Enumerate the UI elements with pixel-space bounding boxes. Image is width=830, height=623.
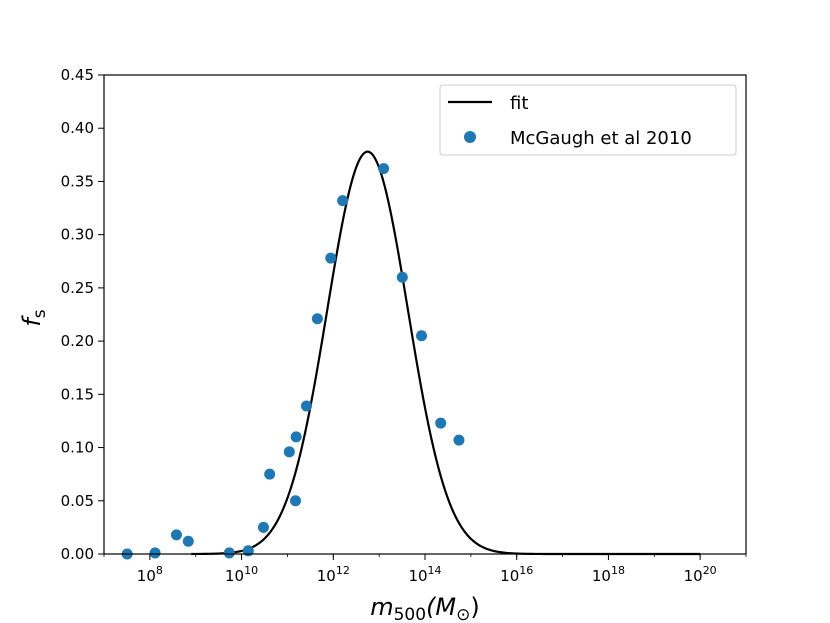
x-axis-label: m500(M⊙): [370, 593, 480, 623]
x-tick-label-exponent: 12: [336, 564, 350, 577]
legend-fit-label: fit: [510, 93, 528, 114]
data-point: [290, 431, 302, 443]
plot-frame: [103, 74, 747, 555]
x-tick-label-base: 10: [684, 567, 703, 585]
data-point: [170, 529, 182, 541]
x-tick-label-base: 10: [500, 567, 519, 585]
x-tick-label-exponent: 20: [703, 564, 717, 577]
y-tick-label: 0.15: [61, 385, 94, 403]
data-point: [283, 446, 295, 458]
y-tick-label: 0.40: [61, 119, 94, 137]
y-tick-label: 0.05: [61, 492, 94, 510]
x-axis-label-unit-open: (M: [426, 593, 456, 621]
data-point: [416, 330, 428, 342]
x-tick-label-exponent: 10: [244, 564, 258, 577]
legend-box: [439, 84, 737, 156]
y-tick-label: 0.10: [61, 439, 94, 457]
y-tick-label: 0.45: [61, 66, 94, 84]
data-point: [396, 271, 408, 283]
y-tick-label: 0.00: [61, 545, 94, 563]
y-tick-label: 0.20: [61, 332, 94, 350]
data-point: [149, 547, 161, 559]
x-tick-label: 1012: [317, 564, 350, 585]
data-point: [435, 417, 447, 429]
x-tick-label: 1020: [684, 564, 717, 585]
x-tick-label-exponent: 8: [156, 564, 163, 577]
x-tick-label-base: 10: [592, 567, 611, 585]
x-tick-label-exponent: 16: [519, 564, 533, 577]
x-tick-label-base: 10: [408, 567, 427, 585]
y-tick-label: 0.25: [61, 279, 94, 297]
x-tick-label-exponent: 18: [611, 564, 625, 577]
x-tick-label: 108: [137, 564, 163, 585]
legend: fit McGaugh et al 2010: [439, 84, 737, 156]
y-axis-label-subscript: s: [30, 309, 50, 318]
x-axis-label-unit-close: ): [470, 593, 479, 621]
data-point: [257, 521, 269, 533]
x-axis-label-subscript: 500: [394, 605, 426, 623]
data-point: [290, 495, 302, 507]
x-axis-label-unit-sub: ⊙: [456, 605, 470, 623]
data-point: [311, 313, 323, 325]
data-point: [378, 163, 390, 175]
x-axis-ticks: 108 1010 1012 1014 1016 1018 1020: [103, 554, 747, 585]
x-tick-label-exponent: 14: [428, 564, 442, 577]
data-point: [300, 400, 312, 412]
y-tick-label: 0.30: [61, 226, 94, 244]
x-tick-label: 1014: [408, 564, 441, 585]
legend-scatter-swatch: [464, 131, 476, 143]
x-tick-label: 1018: [592, 564, 625, 585]
data-point: [264, 468, 276, 480]
x-tick-label-base: 10: [225, 567, 244, 585]
x-axis-label-base: m: [370, 593, 393, 621]
data-point: [182, 535, 194, 547]
data-point: [453, 434, 465, 446]
data-point: [242, 545, 254, 557]
data-point: [325, 252, 337, 264]
y-tick-label: 0.35: [61, 172, 94, 190]
x-tick-label-base: 10: [137, 567, 156, 585]
x-tick-label-base: 10: [317, 567, 336, 585]
x-tick-label: 1016: [500, 564, 533, 585]
x-tick-label: 1010: [225, 564, 258, 585]
y-axis-ticks: 0.00 0.05 0.10 0.15 0.20 0.25 0.30 0.35 0.40 0.45: [61, 66, 104, 563]
legend-scatter-label: McGaugh et al 2010: [510, 128, 692, 149]
data-point: [337, 195, 349, 207]
data-point: [223, 547, 235, 559]
